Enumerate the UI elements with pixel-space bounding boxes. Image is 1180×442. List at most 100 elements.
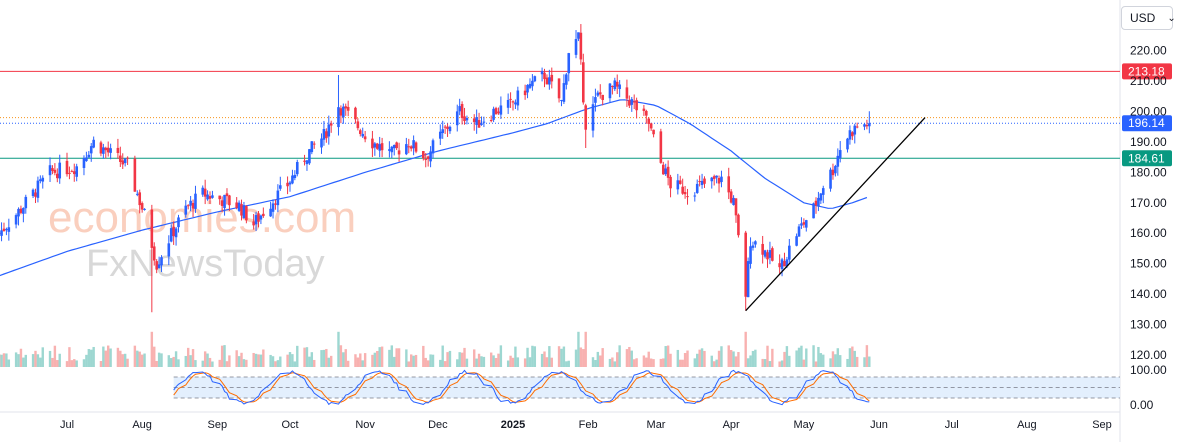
candle-body	[36, 180, 40, 198]
volume-bar	[591, 357, 595, 367]
price-axis[interactable]: 120.00 130.00 140.00 150.00 160.00 170.00 180.…	[1130, 44, 1167, 362]
candle-body	[814, 200, 818, 206]
volume-bar	[683, 352, 687, 367]
candle-body	[356, 121, 360, 129]
volume-bar	[865, 345, 869, 367]
volume-bar	[313, 359, 316, 367]
watermark-text-fxnewstoday: FxNewsToday	[86, 243, 325, 285]
candle	[228, 194, 231, 211]
candle-body	[550, 74, 554, 82]
candle-body	[482, 121, 486, 123]
candle-body	[543, 72, 546, 80]
candle	[838, 141, 842, 163]
candle-body	[812, 203, 815, 219]
volume-bar	[855, 356, 859, 367]
time-axis[interactable]: Jul Aug Sep Oct Nov Dec 2025 Feb Mar Apr May Jun Jul…	[60, 419, 1112, 431]
candle	[293, 170, 297, 181]
volume-bar	[208, 357, 212, 367]
candle	[632, 94, 636, 110]
volume-bar	[271, 356, 275, 367]
candle-body	[24, 196, 28, 209]
volume-bar	[579, 347, 583, 367]
candle-body	[831, 169, 835, 176]
volume-bar	[645, 357, 648, 367]
volume-bar	[780, 360, 784, 367]
candle	[526, 84, 529, 99]
candle	[201, 185, 205, 197]
volume-bar	[31, 354, 35, 367]
volume-bar	[831, 351, 835, 367]
candle	[817, 191, 820, 212]
candle-body	[763, 250, 767, 257]
candle-body	[581, 62, 585, 103]
candle	[14, 213, 18, 229]
candle	[19, 205, 23, 215]
candle-body	[715, 175, 718, 178]
volume-bar	[788, 355, 791, 367]
candle	[371, 130, 374, 158]
candle	[514, 99, 517, 110]
candle-body	[344, 106, 348, 109]
volume-bar	[477, 353, 481, 367]
candle-body	[686, 196, 689, 198]
candle-body	[477, 120, 481, 128]
candle-body	[720, 176, 723, 183]
volume-bar	[596, 351, 600, 367]
candle-body	[286, 182, 289, 187]
x-tick-label: 2025	[501, 419, 525, 431]
volume-bar	[836, 348, 840, 367]
volume-bar	[851, 346, 854, 367]
volume-bar	[550, 357, 553, 367]
candle-body	[649, 123, 653, 129]
volume-bar	[252, 352, 255, 367]
candle-body	[717, 177, 721, 184]
candle	[489, 115, 493, 123]
volume-bar	[424, 357, 427, 367]
candle-body	[143, 208, 146, 210]
volume-bar	[506, 360, 510, 367]
candle-body	[72, 171, 76, 175]
candle-body	[528, 83, 532, 88]
trendline[interactable]	[745, 117, 926, 312]
volume-bar	[783, 351, 786, 367]
candle-body	[409, 146, 413, 149]
volume-bar	[649, 358, 653, 367]
volume-bar	[56, 360, 59, 367]
candle	[611, 85, 614, 95]
volume-bar	[116, 347, 120, 367]
volume-bar	[2, 353, 6, 367]
candle	[659, 128, 663, 164]
candle	[206, 190, 209, 201]
candle	[681, 178, 684, 195]
volume-bar	[240, 352, 243, 367]
candle-body	[751, 245, 755, 248]
y-tick-label: 200.00	[1130, 105, 1167, 119]
volume-bar	[41, 347, 44, 367]
volume-bar	[511, 357, 515, 367]
candle-body	[155, 261, 158, 270]
candle-body	[853, 125, 857, 135]
candle	[378, 136, 381, 158]
candle-body	[106, 147, 110, 153]
candle	[562, 74, 566, 105]
candle-body	[58, 162, 62, 179]
candle	[271, 199, 275, 219]
volume-bar	[407, 361, 410, 367]
candle	[783, 252, 786, 267]
candle-body	[327, 124, 331, 137]
candle	[494, 106, 498, 115]
y-tick-label: 150.00	[1130, 257, 1167, 271]
volume-bar	[562, 346, 566, 367]
volume-bar	[710, 355, 713, 367]
candle	[431, 138, 435, 159]
volume-bar	[327, 357, 330, 367]
candle	[51, 165, 54, 175]
candle-body	[778, 263, 781, 268]
candle	[119, 146, 122, 168]
candle-body	[615, 81, 619, 87]
candle-body	[414, 142, 418, 152]
volume-bar	[715, 359, 718, 367]
candle	[567, 52, 571, 82]
currency-selector[interactable]: USD ⌄	[1121, 6, 1176, 30]
